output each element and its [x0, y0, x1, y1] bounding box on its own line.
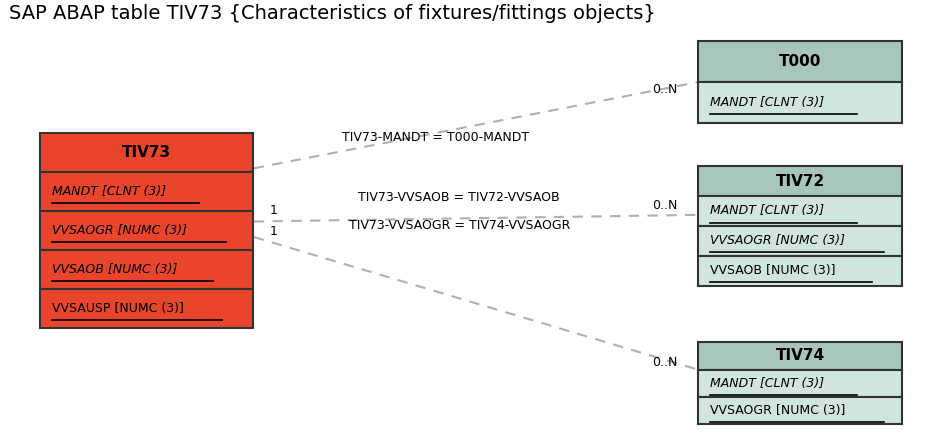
- Bar: [698, 196, 902, 226]
- Text: TIV73-VVSAOB = TIV72-VVSAOB: TIV73-VVSAOB = TIV72-VVSAOB: [359, 190, 560, 204]
- Text: VVSAOB [NUMC (3)]: VVSAOB [NUMC (3)]: [51, 263, 177, 276]
- Bar: [698, 256, 902, 286]
- Text: VVSAOGR [NUMC (3)]: VVSAOGR [NUMC (3)]: [51, 224, 187, 237]
- Text: MANDT [CLNT (3)]: MANDT [CLNT (3)]: [51, 185, 166, 198]
- Text: 0..N: 0..N: [652, 83, 677, 97]
- Text: 1: 1: [270, 204, 277, 217]
- Bar: [40, 289, 254, 328]
- Text: SAP ABAP table TIV73 {Characteristics of fixtures/fittings objects}: SAP ABAP table TIV73 {Characteristics of…: [9, 4, 656, 23]
- Text: VVSAUSP [NUMC (3)]: VVSAUSP [NUMC (3)]: [51, 302, 184, 315]
- Bar: [698, 41, 902, 82]
- Text: MANDT [CLNT (3)]: MANDT [CLNT (3)]: [710, 377, 824, 390]
- Bar: [40, 172, 254, 211]
- Text: VVSAOGR [NUMC (3)]: VVSAOGR [NUMC (3)]: [710, 234, 845, 247]
- Text: TIV73-MANDT = T000-MANDT: TIV73-MANDT = T000-MANDT: [342, 131, 529, 144]
- Text: T000: T000: [779, 54, 821, 69]
- Text: VVSAOB [NUMC (3)]: VVSAOB [NUMC (3)]: [710, 264, 835, 277]
- Bar: [698, 226, 902, 256]
- Bar: [698, 342, 902, 369]
- Bar: [698, 82, 902, 123]
- Text: 0..N: 0..N: [652, 199, 677, 213]
- Bar: [40, 133, 254, 172]
- Text: 1: 1: [270, 225, 277, 238]
- Text: TIV73: TIV73: [122, 145, 171, 160]
- Bar: [698, 397, 902, 424]
- Bar: [40, 250, 254, 289]
- Text: MANDT [CLNT (3)]: MANDT [CLNT (3)]: [710, 205, 824, 218]
- Text: TIV73-VVSAOGR = TIV74-VVSAOGR: TIV73-VVSAOGR = TIV74-VVSAOGR: [348, 219, 570, 233]
- Bar: [698, 369, 902, 397]
- Text: 0..N: 0..N: [652, 356, 677, 369]
- Bar: [40, 211, 254, 250]
- Text: TIV74: TIV74: [776, 348, 825, 363]
- Text: VVSAOGR [NUMC (3)]: VVSAOGR [NUMC (3)]: [710, 404, 845, 417]
- Text: TIV72: TIV72: [776, 174, 825, 189]
- Text: MANDT [CLNT (3)]: MANDT [CLNT (3)]: [710, 96, 824, 109]
- Bar: [698, 166, 902, 196]
